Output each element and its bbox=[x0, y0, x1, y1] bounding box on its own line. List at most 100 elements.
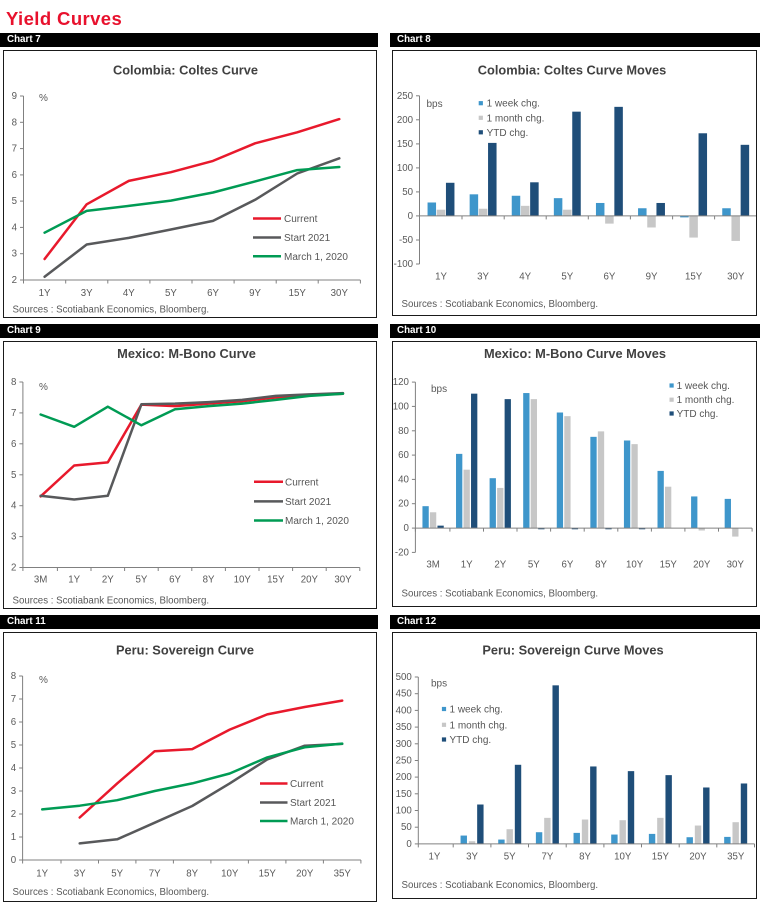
svg-text:1 month chg.: 1 month chg. bbox=[677, 395, 735, 406]
svg-text:1 week chg.: 1 week chg. bbox=[677, 381, 730, 392]
svg-text:Sources : Scotiabank Economics: Sources : Scotiabank Economics, Bloomber… bbox=[13, 887, 210, 898]
svg-text:40: 40 bbox=[398, 474, 409, 485]
svg-text:20Y: 20Y bbox=[301, 574, 319, 585]
svg-text:30Y: 30Y bbox=[727, 271, 745, 282]
svg-text:-50: -50 bbox=[399, 235, 414, 246]
svg-text:4: 4 bbox=[11, 500, 17, 511]
svg-text:2: 2 bbox=[12, 275, 17, 286]
svg-text:30Y: 30Y bbox=[334, 574, 352, 585]
svg-text:20Y: 20Y bbox=[296, 868, 314, 879]
svg-text:15Y: 15Y bbox=[660, 559, 678, 570]
svg-text:30Y: 30Y bbox=[331, 288, 349, 299]
svg-text:3: 3 bbox=[11, 531, 16, 542]
svg-text:1Y: 1Y bbox=[428, 851, 440, 862]
svg-text:200: 200 bbox=[396, 772, 413, 783]
svg-text:3Y: 3Y bbox=[81, 288, 93, 299]
svg-text:300: 300 bbox=[396, 738, 413, 749]
svg-text:150: 150 bbox=[397, 138, 414, 149]
svg-text:Peru: Sovereign Curve: Peru: Sovereign Curve bbox=[116, 642, 254, 657]
svg-text:5Y: 5Y bbox=[111, 868, 123, 879]
svg-text:bps: bps bbox=[431, 678, 447, 689]
svg-text:0: 0 bbox=[11, 855, 17, 866]
svg-text:100: 100 bbox=[396, 805, 413, 816]
svg-text:15Y: 15Y bbox=[267, 574, 285, 585]
svg-text:15Y: 15Y bbox=[652, 851, 670, 862]
svg-text:0: 0 bbox=[404, 523, 410, 534]
svg-text:20: 20 bbox=[398, 498, 409, 509]
svg-text:4: 4 bbox=[11, 763, 17, 774]
svg-text:120: 120 bbox=[393, 377, 410, 388]
svg-text:10Y: 10Y bbox=[626, 559, 644, 570]
svg-text:8Y: 8Y bbox=[203, 574, 215, 585]
svg-text:1 week chg.: 1 week chg. bbox=[450, 704, 503, 715]
svg-text:35Y: 35Y bbox=[334, 868, 352, 879]
svg-text:5Y: 5Y bbox=[561, 271, 573, 282]
svg-text:6: 6 bbox=[11, 438, 16, 449]
svg-text:bps: bps bbox=[431, 384, 447, 395]
svg-text:6Y: 6Y bbox=[561, 559, 573, 570]
svg-text:10Y: 10Y bbox=[221, 868, 239, 879]
svg-text:4: 4 bbox=[12, 222, 18, 233]
svg-text:Start 2021: Start 2021 bbox=[284, 233, 331, 244]
svg-text:Sources : Scotiabank Economics: Sources : Scotiabank Economics, Bloomber… bbox=[402, 880, 599, 891]
svg-text:%: % bbox=[39, 675, 48, 686]
svg-text:0: 0 bbox=[406, 838, 412, 849]
svg-text:1: 1 bbox=[11, 832, 16, 843]
svg-text:3Y: 3Y bbox=[466, 851, 478, 862]
svg-text:1 month chg.: 1 month chg. bbox=[487, 113, 545, 124]
svg-text:March 1, 2020: March 1, 2020 bbox=[290, 816, 354, 827]
svg-text:4Y: 4Y bbox=[519, 271, 531, 282]
svg-text:9Y: 9Y bbox=[646, 271, 658, 282]
svg-text:5Y: 5Y bbox=[504, 851, 516, 862]
svg-text:35Y: 35Y bbox=[727, 851, 745, 862]
svg-text:6Y: 6Y bbox=[207, 288, 219, 299]
svg-text:5Y: 5Y bbox=[135, 574, 147, 585]
svg-text:YTD chg.: YTD chg. bbox=[487, 127, 529, 138]
svg-text:2: 2 bbox=[11, 562, 16, 573]
svg-text:Current: Current bbox=[285, 477, 319, 488]
svg-text:8Y: 8Y bbox=[186, 868, 198, 879]
svg-text:6Y: 6Y bbox=[603, 271, 615, 282]
svg-text:4Y: 4Y bbox=[123, 288, 135, 299]
svg-text:60: 60 bbox=[398, 450, 409, 461]
svg-text:3: 3 bbox=[11, 786, 16, 797]
svg-text:%: % bbox=[39, 93, 48, 104]
svg-text:1Y: 1Y bbox=[36, 868, 48, 879]
svg-text:200: 200 bbox=[397, 114, 414, 125]
svg-text:15Y: 15Y bbox=[289, 288, 307, 299]
svg-text:7: 7 bbox=[12, 143, 17, 154]
svg-text:7: 7 bbox=[11, 694, 16, 705]
svg-text:Colombia: Coltes Curve: Colombia: Coltes Curve bbox=[113, 62, 258, 77]
svg-text:Sources : Scotiabank Economics: Sources : Scotiabank Economics, Bloomber… bbox=[402, 299, 599, 310]
svg-text:1 month chg.: 1 month chg. bbox=[450, 720, 508, 731]
svg-text:8Y: 8Y bbox=[579, 851, 591, 862]
svg-text:2: 2 bbox=[11, 809, 16, 820]
svg-text:6: 6 bbox=[12, 169, 17, 180]
svg-text:8: 8 bbox=[12, 117, 17, 128]
svg-text:March 1, 2020: March 1, 2020 bbox=[284, 251, 348, 262]
svg-text:Sources : Scotiabank Economics: Sources : Scotiabank Economics, Bloomber… bbox=[13, 304, 210, 315]
svg-text:Mexico: M-Bono Curve: Mexico: M-Bono Curve bbox=[117, 346, 256, 361]
svg-text:YTD chg.: YTD chg. bbox=[450, 735, 492, 746]
svg-text:1Y: 1Y bbox=[68, 574, 80, 585]
svg-text:bps: bps bbox=[427, 99, 443, 110]
svg-text:3: 3 bbox=[12, 248, 17, 259]
svg-text:1 week chg.: 1 week chg. bbox=[487, 98, 540, 109]
svg-text:1Y: 1Y bbox=[39, 288, 51, 299]
svg-text:%: % bbox=[39, 382, 48, 393]
svg-text:March 1, 2020: March 1, 2020 bbox=[285, 516, 349, 527]
svg-text:50: 50 bbox=[402, 186, 413, 197]
svg-text:7: 7 bbox=[11, 407, 16, 418]
svg-text:-20: -20 bbox=[395, 547, 410, 558]
svg-text:0: 0 bbox=[408, 210, 414, 221]
svg-text:7Y: 7Y bbox=[541, 851, 553, 862]
svg-text:50: 50 bbox=[401, 822, 412, 833]
svg-text:150: 150 bbox=[396, 788, 413, 799]
svg-text:-100: -100 bbox=[394, 259, 414, 270]
svg-text:3M: 3M bbox=[426, 559, 439, 570]
svg-text:500: 500 bbox=[396, 672, 413, 683]
svg-text:3Y: 3Y bbox=[477, 271, 489, 282]
svg-text:Current: Current bbox=[290, 779, 324, 790]
svg-text:Start 2021: Start 2021 bbox=[285, 496, 332, 507]
svg-text:5Y: 5Y bbox=[528, 559, 540, 570]
